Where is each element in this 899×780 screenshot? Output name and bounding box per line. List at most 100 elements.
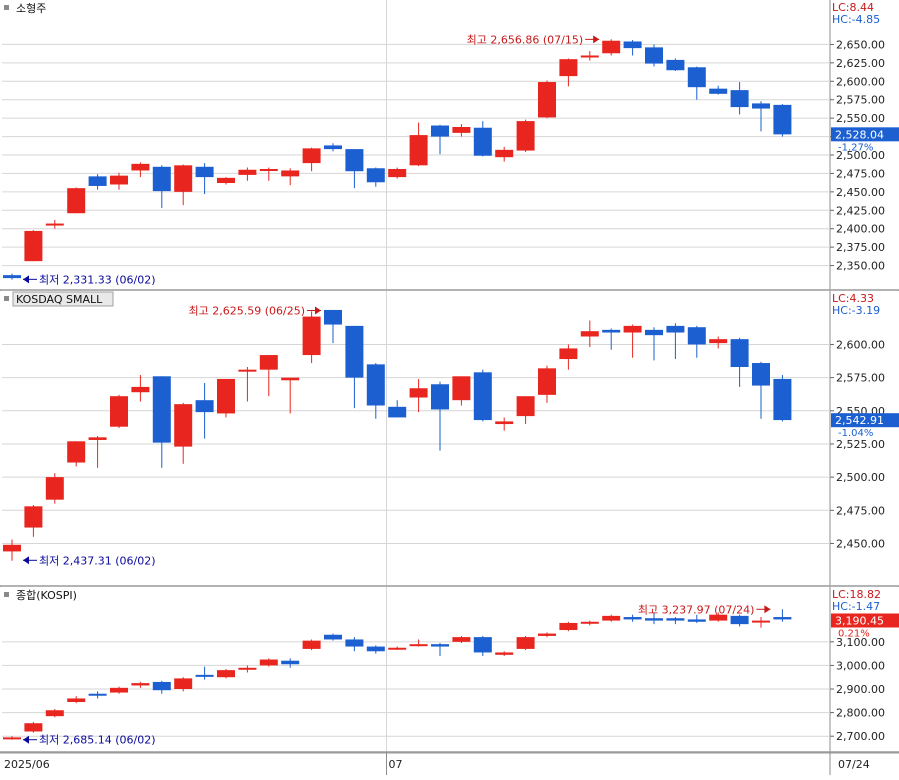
- candle-body: [174, 678, 193, 690]
- candle-body: [110, 175, 128, 185]
- candle-body: [516, 396, 535, 417]
- candle-body: [131, 386, 150, 393]
- candle-body: [88, 437, 107, 440]
- candle-body: [409, 644, 428, 647]
- high-arrow-head: [593, 35, 600, 44]
- candle-body: [773, 104, 792, 135]
- candle-body: [302, 640, 321, 649]
- candle-body: [195, 400, 214, 413]
- candle-body: [538, 82, 556, 118]
- pane-background: [0, 291, 899, 586]
- candle-body: [645, 47, 663, 64]
- candle-body: [24, 506, 43, 528]
- candle-body: [366, 168, 385, 183]
- high-arrow-head: [764, 605, 771, 614]
- candle-body: [666, 59, 685, 71]
- candle-body: [3, 275, 21, 279]
- high-annotation: 최고 2,625.59 (06/25): [188, 305, 305, 318]
- y-tick-label: 2,450.00: [836, 186, 885, 199]
- y-tick-label: 2,700.00: [836, 730, 885, 743]
- pane-title-box: [12, 291, 114, 307]
- candle-body: [152, 166, 171, 192]
- candle-body: [623, 617, 642, 620]
- candle-body: [195, 674, 214, 677]
- pane-title-text: KOSDAQ SMALL: [16, 293, 103, 306]
- candle-body: [24, 230, 43, 262]
- y-tick-label: 2,350.00: [836, 260, 885, 273]
- candle-body: [217, 670, 235, 678]
- chart-pane-1: 2,350.00 2,375.00 2,400.00 2,425.00 2,450.00…: [0, 0, 899, 291]
- candle-body: [730, 615, 749, 625]
- candle-body: [580, 621, 599, 624]
- candle-body: [131, 683, 150, 686]
- candle-body: [281, 170, 300, 177]
- candle-body: [409, 135, 428, 166]
- candle-body: [431, 125, 449, 137]
- candle-body: [495, 149, 514, 158]
- candle-body: [45, 477, 64, 500]
- candle-body: [302, 148, 321, 164]
- y-tick-label: 2,550.00: [836, 112, 885, 125]
- candle-body: [495, 652, 514, 655]
- candle-body: [324, 634, 342, 640]
- candle-body: [730, 90, 749, 108]
- candle-body: [687, 327, 706, 345]
- candle-body: [709, 88, 728, 94]
- pane-title-text: 종합(KOSPI): [16, 589, 77, 602]
- high-annotation: 최고 2,656.86 (07/15): [467, 33, 584, 46]
- current-price-tag: [831, 413, 899, 428]
- candle-body: [388, 406, 407, 418]
- candle-body: [24, 723, 43, 732]
- candle-body: [473, 372, 492, 421]
- candle-body: [709, 614, 728, 621]
- x-axis-background: [0, 753, 899, 776]
- candle-body: [345, 639, 364, 647]
- candle-body: [538, 633, 556, 636]
- y-tick-label: 2,375.00: [836, 241, 885, 254]
- hc-readout: HC:-4.85: [832, 13, 880, 26]
- candle-body: [131, 163, 150, 171]
- y-tick-label: 2,400.00: [836, 223, 885, 236]
- y-tick-label: 2,800.00: [836, 707, 885, 720]
- candle-body: [752, 103, 770, 109]
- x-tick-label: 07: [389, 758, 403, 771]
- hc-readout: HC:-3.19: [832, 304, 880, 317]
- y-tick-label: 2,450.00: [836, 537, 885, 550]
- candle-body: [345, 149, 364, 172]
- candle-body: [152, 376, 171, 443]
- y-tick-label: 2,525.00: [836, 438, 885, 451]
- candle-body: [580, 331, 599, 337]
- candle-body: [516, 121, 535, 151]
- candle-body: [195, 166, 214, 178]
- low-annotation: 최저 2,437.31 (06/02): [39, 554, 156, 567]
- x-tick-label: 07/24: [838, 758, 870, 771]
- candle-body: [452, 376, 471, 401]
- lc-readout: LC:8.44: [832, 1, 874, 14]
- candle-body: [623, 41, 642, 49]
- pane-title-text: 소형주: [16, 2, 46, 15]
- y-tick-label: 2,500.00: [836, 471, 885, 484]
- current-price-label: 3,190.45: [835, 614, 884, 627]
- candle-body: [773, 617, 792, 620]
- candle-body: [88, 176, 107, 186]
- y-tick-label: 2,600.00: [836, 338, 885, 351]
- candle-body: [495, 421, 514, 425]
- candle-body: [217, 378, 235, 414]
- candle-body: [345, 325, 364, 378]
- pane-background: [0, 0, 899, 290]
- candle-body: [452, 637, 471, 642]
- pane-title: 종합(KOSPI): [4, 589, 77, 602]
- candle-body: [687, 619, 706, 622]
- candle-body: [3, 737, 21, 740]
- candle-body: [666, 618, 685, 621]
- y-tick-label: 2,575.00: [836, 372, 885, 385]
- candle-body: [388, 169, 407, 178]
- high-annotation: 최고 3,237.97 (07/24): [638, 603, 755, 616]
- current-price-label: 2,542.91: [835, 414, 884, 427]
- x-tick-label: 2025/06: [4, 758, 50, 771]
- candle-body: [174, 165, 193, 192]
- pane-bullet-icon: [4, 592, 9, 597]
- hc-readout: HC:-1.47: [832, 600, 880, 613]
